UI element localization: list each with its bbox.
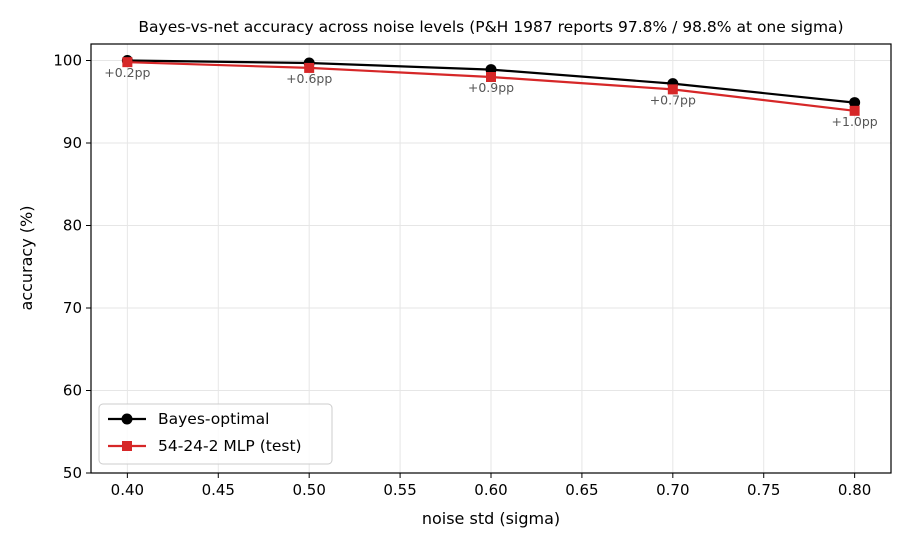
x-axis: 0.40 0.45 0.50 0.55 0.60 0.65 0.70 0.75 0.80 [111,473,871,499]
series-layer [121,55,861,116]
y-tick-label: 60 [63,382,82,400]
x-tick-label: 0.50 [292,481,325,499]
y-tick-label: 90 [63,134,82,152]
gap-annotation: +0.9pp [468,80,514,95]
data-point-square [304,62,315,73]
x-tick-label: 0.65 [565,481,598,499]
legend-label: Bayes-optimal [158,410,269,428]
x-tick-label: 0.75 [747,481,780,499]
data-point-circle [849,97,861,109]
data-point-square [667,84,678,95]
x-tick-label: 0.55 [383,481,416,499]
x-axis-label: noise std (sigma) [422,509,560,528]
y-tick-label: 50 [63,464,82,482]
legend-label: 54-24-2 MLP (test) [158,437,302,455]
gap-annotation: +1.0pp [832,114,878,129]
legend-marker-square [122,441,132,451]
legend-marker-circle [121,413,133,425]
y-tick-label: 80 [63,217,82,235]
legend: Bayes-optimal 54-24-2 MLP (test) [98,403,333,465]
annotations-layer: +0.2pp +0.6pp +0.9pp +0.7pp +1.0pp [104,65,878,129]
x-tick-label: 0.70 [656,481,689,499]
y-tick-label: 100 [53,52,82,70]
x-tick-label: 0.40 [111,481,144,499]
x-tick-label: 0.80 [838,481,871,499]
gap-annotation: +0.7pp [650,92,696,107]
y-axis: 50 60 70 80 90 100 [53,52,91,482]
y-axis-label: accuracy (%) [17,206,36,311]
gap-annotation: +0.2pp [104,65,150,80]
data-point-square [122,57,133,68]
legend-frame [98,403,333,465]
y-tick-label: 70 [63,299,82,317]
data-point-square [849,105,860,116]
x-tick-label: 0.45 [202,481,235,499]
gap-annotation: +0.6pp [286,71,332,86]
x-tick-label: 0.60 [474,481,507,499]
chart-title: Bayes-vs-net accuracy across noise level… [138,18,843,36]
data-point-square [486,72,496,82]
